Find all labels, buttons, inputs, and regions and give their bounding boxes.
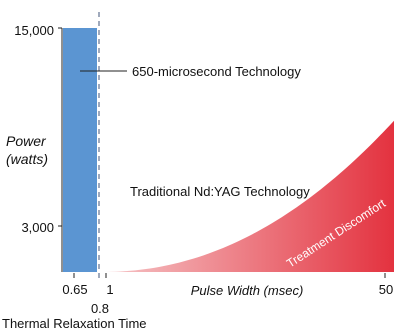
bar-650-microsecond — [63, 28, 97, 272]
y-axis-label-line-1: Power — [6, 133, 47, 149]
y-tick-label-3000: 3,000 — [21, 220, 54, 235]
ndyag-area — [101, 120, 394, 272]
x-tick-label-1: 1 — [106, 282, 113, 297]
y-axis-label: Power (watts) — [6, 133, 50, 167]
marker-label-0.8: 0.8 — [91, 301, 109, 316]
x-axis-label: Pulse Width (msec) — [191, 283, 304, 298]
x-tick-label-0.65: 0.65 — [62, 282, 87, 297]
y-axis-label-line-2: (watts) — [6, 151, 48, 167]
thermal-relaxation-caption: Thermal Relaxation Time — [2, 316, 147, 329]
y-tick-label-15000: 15,000 — [14, 23, 54, 38]
area-series-label: Traditional Nd:YAG Technology — [130, 184, 310, 199]
bar-series-label: 650-microsecond Technology — [132, 64, 301, 79]
x-tick-label-50: 50 — [379, 282, 393, 297]
